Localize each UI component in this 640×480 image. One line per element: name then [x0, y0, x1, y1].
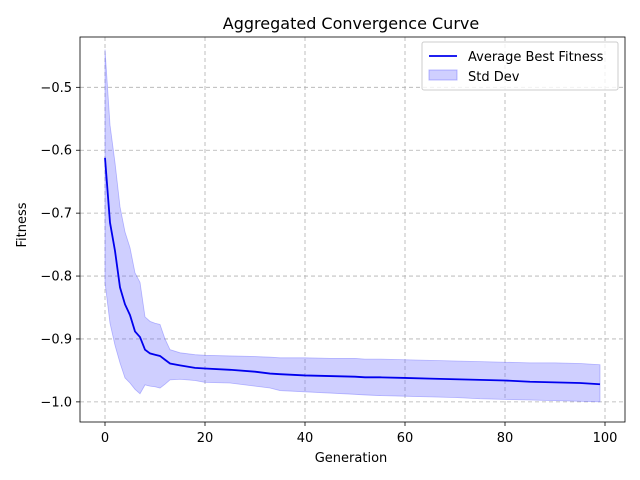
x-tick-label: 40	[297, 431, 314, 446]
x-tick-label: 20	[197, 431, 214, 446]
x-tick-label: 100	[593, 431, 618, 446]
y-tick-label: −0.6	[40, 144, 72, 159]
chart-title: Aggregated Convergence Curve	[223, 14, 479, 33]
x-tick-label: 80	[497, 431, 514, 446]
x-axis-label: Generation	[315, 451, 388, 466]
y-axis-label: Fitness	[15, 202, 30, 247]
legend-label-band: Std Dev	[468, 70, 520, 85]
legend-label-line: Average Best Fitness	[468, 50, 604, 65]
y-tick-label: −0.7	[40, 207, 72, 222]
y-tick-label: −0.9	[40, 332, 72, 347]
plot-frame	[79, 36, 626, 423]
legend-box	[421, 41, 619, 91]
legend: Average Best Fitness Std Dev	[421, 41, 619, 91]
y-axis-ticks: −1.0 −0.9 −0.8 −0.7 −0.6 −0.5	[40, 81, 80, 410]
y-tick-label: −1.0	[40, 395, 72, 410]
x-axis-ticks: 0 20 40 60 80 100	[101, 422, 618, 446]
x-tick-label: 60	[397, 431, 414, 446]
y-tick-label: −0.8	[40, 270, 72, 285]
grid	[80, 37, 625, 422]
std-dev-band	[104, 49, 601, 403]
y-tick-label: −0.5	[40, 81, 72, 96]
x-tick-label: 0	[101, 431, 109, 446]
average-best-fitness-line	[104, 157, 601, 386]
legend-band-swatch	[428, 69, 458, 81]
